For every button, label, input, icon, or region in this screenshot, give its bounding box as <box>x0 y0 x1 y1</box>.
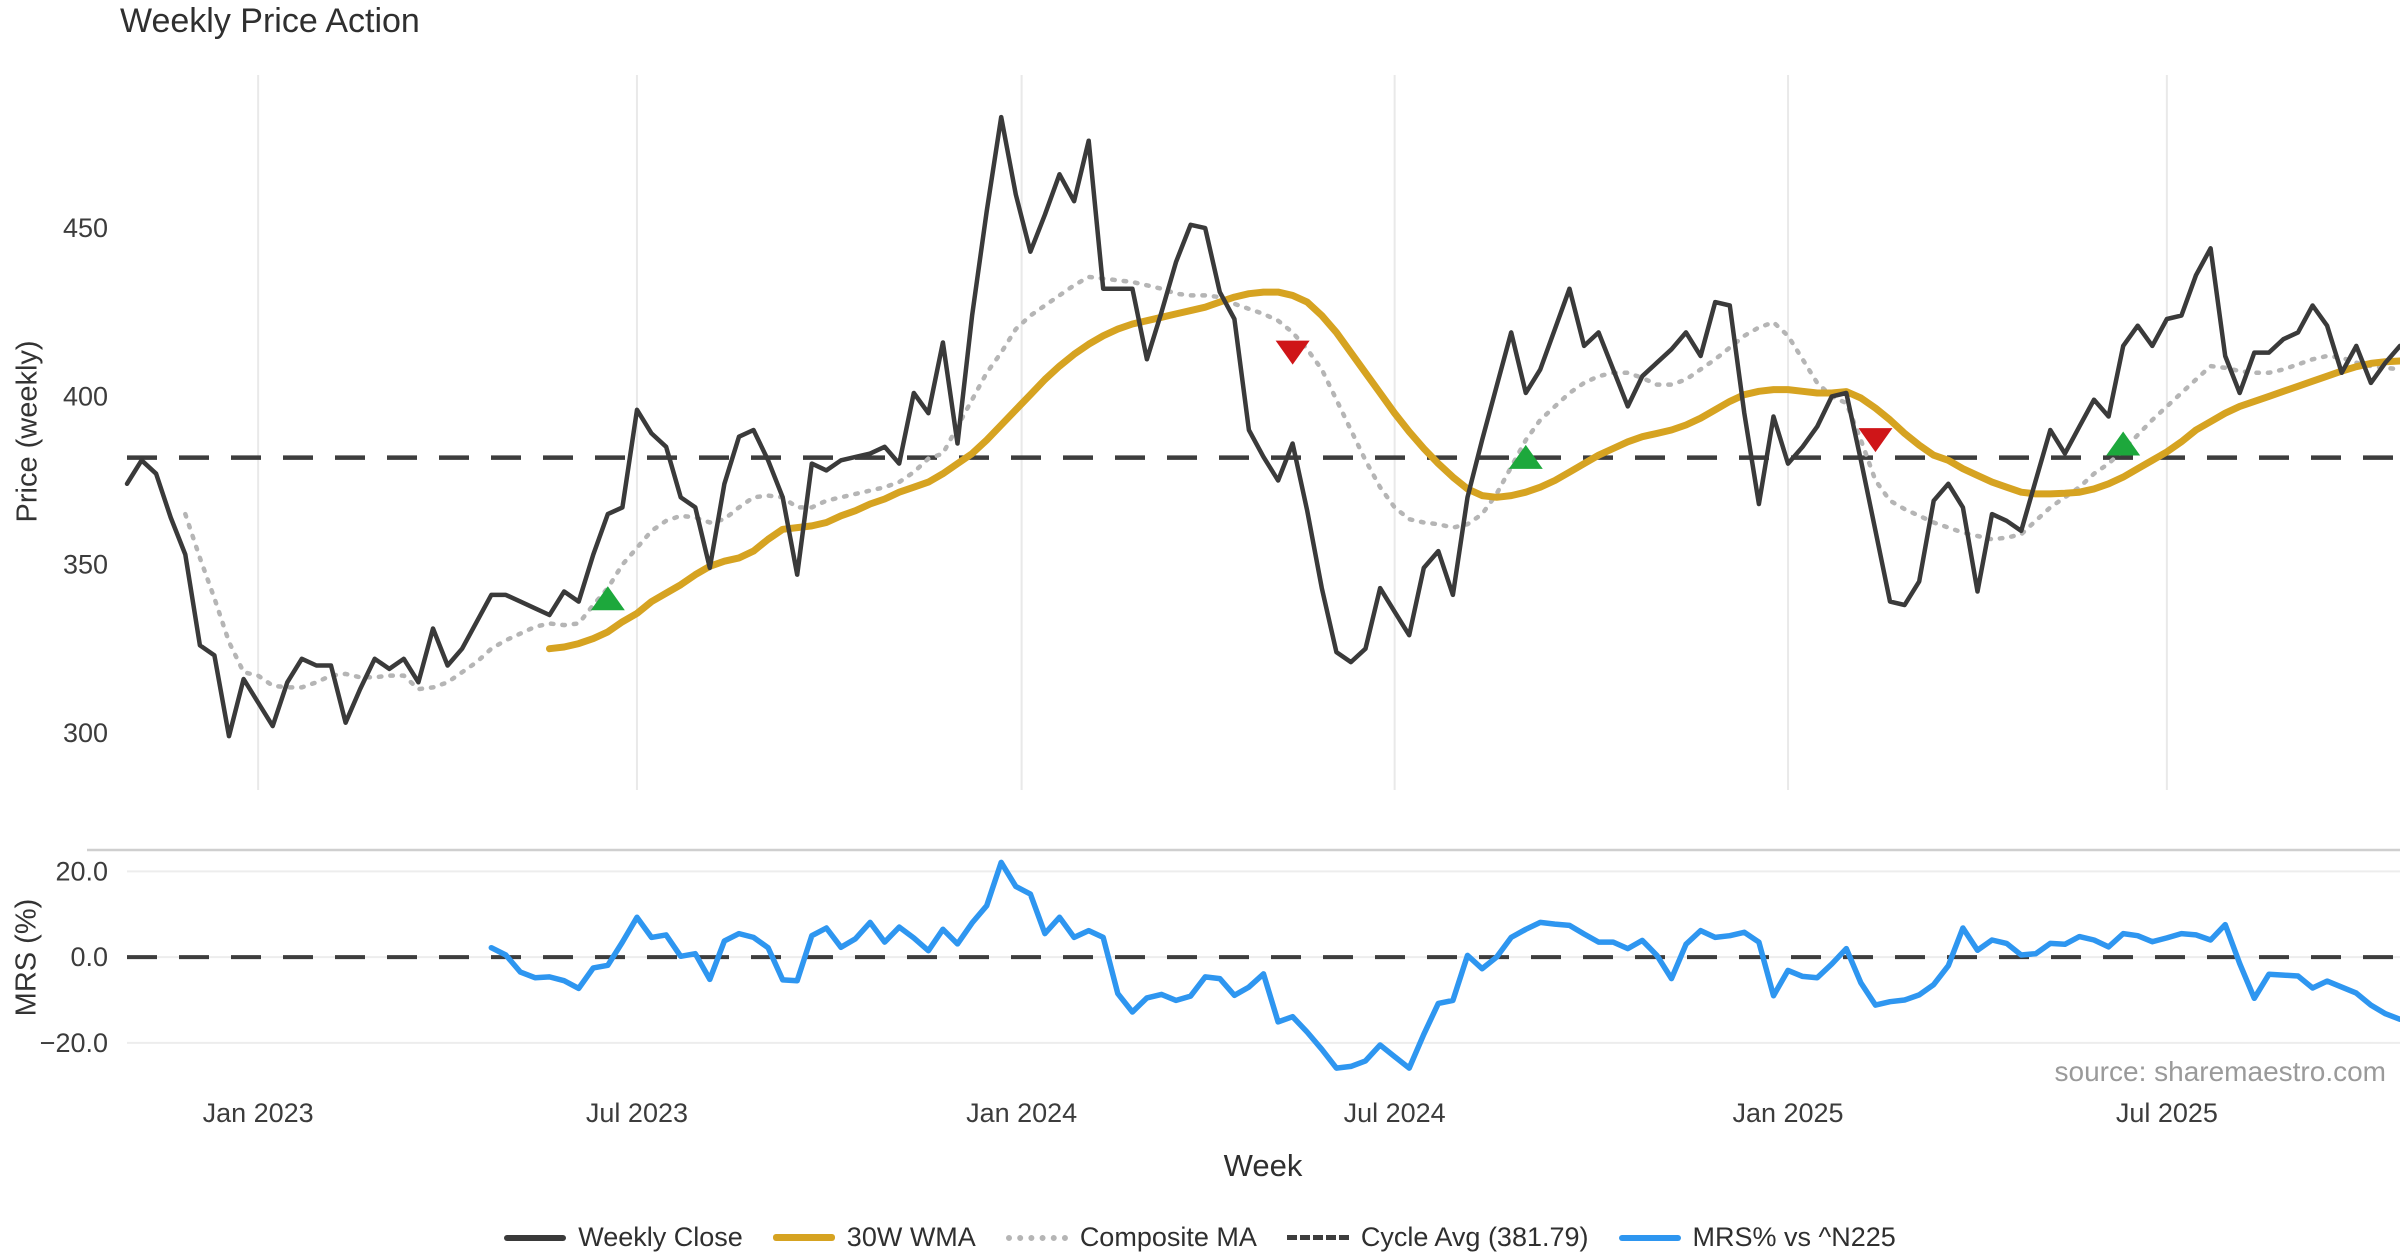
source-note: source: sharemaestro.com <box>2054 1056 2386 1087</box>
sell-signal-marker <box>1275 340 1310 365</box>
legend-label: Composite MA <box>1079 1222 1257 1252</box>
legend-item: Weekly Close <box>504 1222 743 1253</box>
legend-label: Weekly Close <box>578 1222 743 1252</box>
legend-item: MRS% vs ^N225 <box>1618 1222 1896 1253</box>
legend-swatch-icon <box>1005 1234 1068 1241</box>
weekly-close-line <box>124 114 2400 739</box>
legend-label: Cycle Avg (381.79) <box>1360 1222 1589 1252</box>
legend-swatch-icon <box>772 1234 835 1241</box>
wma30-line <box>546 288 2400 653</box>
price-ytick-label: 300 <box>63 718 108 748</box>
x-tick-label: Jul 2025 <box>2116 1098 2218 1128</box>
legend-swatch-icon <box>504 1234 567 1241</box>
sell-signal-marker <box>1858 428 1893 453</box>
legend-label: MRS% vs ^N225 <box>1692 1222 1896 1252</box>
legend-item: 30W WMA <box>772 1222 976 1253</box>
mrs-ytick-label: −20.0 <box>40 1028 108 1058</box>
buy-signal-marker <box>2106 431 2141 456</box>
composite-ma-line <box>183 274 2400 692</box>
legend-swatch-icon <box>1286 1235 1349 1240</box>
mrs-ytick-label: 20.0 <box>55 856 108 886</box>
price-ytick-label: 400 <box>63 381 108 411</box>
price-ytick-label: 350 <box>63 550 108 580</box>
buy-signal-marker <box>590 586 625 611</box>
buy-signal-marker <box>1508 444 1543 469</box>
x-axis-title: Week <box>1223 1148 1303 1183</box>
legend-swatch-icon <box>1618 1234 1681 1241</box>
mrs-axis-title: MRS (%) <box>10 898 43 1017</box>
legend-label: 30W WMA <box>846 1222 976 1252</box>
x-tick-label: Jan 2023 <box>203 1098 314 1128</box>
legend: Weekly Close 30W WMA Composite MA Cycle Avg… <box>0 1222 2400 1253</box>
legend-item: Cycle Avg (381.79) <box>1286 1222 1589 1253</box>
price-axis-title: Price (weekly) <box>11 340 44 523</box>
mrs-line <box>488 859 2400 1071</box>
x-tick-label: Jan 2024 <box>966 1098 1077 1128</box>
legend-item: Composite MA <box>1005 1222 1257 1253</box>
mrs-ytick-label: 0.0 <box>70 942 108 972</box>
x-tick-label: Jul 2023 <box>586 1098 688 1128</box>
x-tick-label: Jul 2024 <box>1344 1098 1446 1128</box>
price-ytick-label: 450 <box>63 213 108 243</box>
x-tick-label: Jan 2025 <box>1732 1098 1843 1128</box>
page-title: Weekly Price Action <box>120 2 420 40</box>
